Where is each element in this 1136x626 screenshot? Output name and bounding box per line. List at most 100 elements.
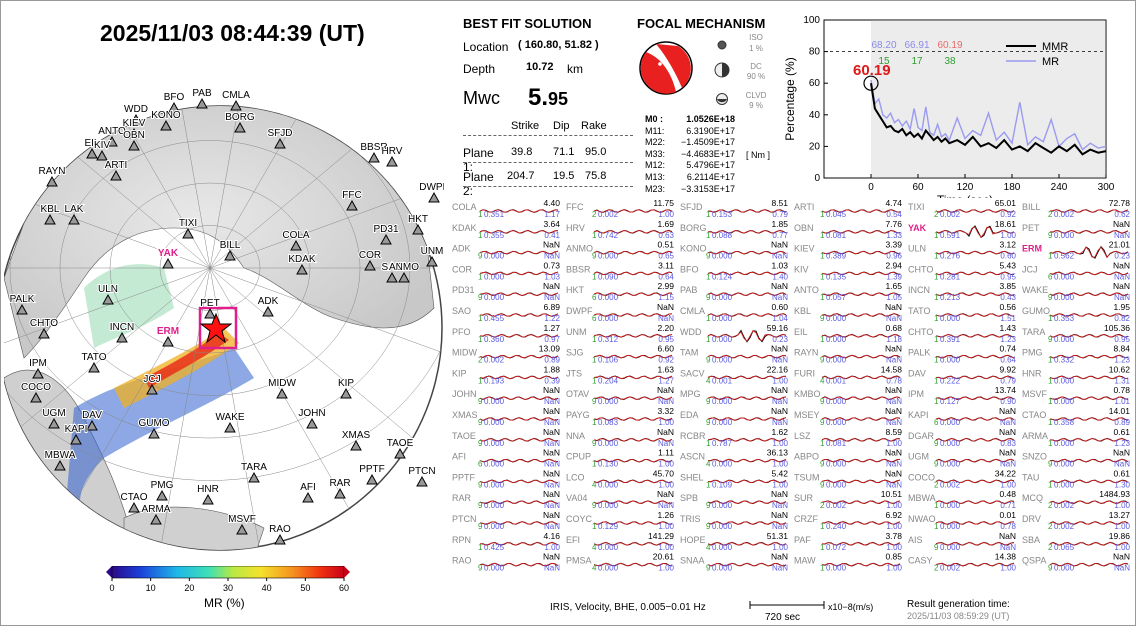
waveform-quality: 1 — [478, 210, 483, 219]
waveform-vr: 0.332 — [1054, 356, 1075, 365]
plane-2-label: Plane 2: — [463, 170, 494, 198]
waveform-quality: 1 — [592, 418, 597, 427]
waveform-station-name: PAB — [680, 285, 697, 295]
synthetic-waveform — [935, 396, 1015, 400]
waveform-ratio: 0.23 — [772, 335, 788, 344]
station-marker: SAO — [380, 261, 404, 283]
synthetic-waveform — [593, 292, 673, 296]
synthetic-waveform — [1049, 417, 1129, 421]
waveform-station-name: HRV — [566, 223, 585, 233]
waveform-amplitude: NaN — [771, 281, 788, 291]
waveform-amplitude: 1.11 — [658, 448, 674, 458]
waveform-ratio: 1.01 — [1114, 397, 1130, 406]
waveform-quality: 1 — [478, 231, 483, 240]
waveform-vr: 0.000 — [484, 418, 505, 427]
waveform-amplitude: 2.99 — [657, 281, 674, 291]
waveform-ratio: 0.83 — [1000, 439, 1016, 448]
waveform-vr: 0.562 — [1054, 252, 1075, 261]
waveform-amplitude: 0.68 — [885, 323, 902, 333]
waveform-cell: CPUP 1.11 1 0.130 1.00 — [566, 448, 675, 469]
best-fit-title: BEST FIT SOLUTION — [463, 16, 592, 31]
waveform-cell: PAF 3.78 1 0.072 1.00 — [794, 531, 903, 552]
waveform-vr: 0.000 — [484, 293, 505, 302]
station-label: PMG — [151, 480, 174, 491]
station-marker: CHTO — [29, 317, 59, 339]
synthetic-waveform — [707, 438, 787, 442]
station-marker: ULN — [97, 283, 119, 305]
waveform-quality: 1 — [820, 335, 825, 344]
waveform-amplitude: NaN — [771, 489, 788, 499]
waveform-cell: SJG 6.60 1 0.106 0.92 — [566, 344, 675, 365]
waveform-ratio: 1.39 — [886, 272, 902, 281]
synthetic-waveform — [479, 542, 559, 546]
waveform-vr: 0.240 — [826, 522, 847, 531]
waveform-station-name: ANMO — [566, 244, 593, 254]
station-marker: KIP — [337, 377, 355, 399]
station-label: TIXI — [179, 218, 197, 229]
station-label: PTCN — [408, 466, 435, 477]
station-marker: PET — [199, 297, 221, 319]
waveform-quality: 1 — [592, 376, 597, 385]
waveform-station-name: CPUP — [566, 452, 591, 462]
waveform-cell: MAW 0.85 1 0.000 1.00 — [794, 552, 903, 573]
moment-value: −3.3153E+17 — [680, 183, 735, 194]
waveform-vr: 0.002 — [598, 210, 619, 219]
waveform-vr: 0.000 — [484, 480, 505, 489]
waveform-cell: CTAO 14.01 1 0.358 0.89 — [1022, 406, 1131, 427]
waveform-amplitude: NaN — [885, 468, 902, 478]
variance-reduction-chart: 0 60 120 180 240 300 0 20 40 60 80 100 Time (sec) Per… — [783, 15, 1115, 198]
waveform-amplitude: 1.65 — [885, 281, 902, 291]
waveform-cell: VA04 NaN 9 0.000 NaN — [566, 489, 674, 510]
station-marker: EIL — [83, 137, 101, 159]
waveform-ratio: 0.41 — [544, 231, 560, 240]
waveform-station-name: IPM — [908, 389, 924, 399]
synthetic-waveform — [1049, 354, 1129, 359]
waveform-amplitude: 6.92 — [885, 510, 902, 520]
waveform-amplitude: 20.61 — [653, 552, 675, 562]
station-label: BFO — [164, 92, 185, 103]
waveform-cell: DWPF NaN 6 0.000 NaN — [566, 302, 674, 323]
waveform-ratio: 0.89 — [1114, 418, 1130, 427]
waveform-cell: ANMO 0.51 9 0.000 0.65 — [566, 240, 675, 261]
waveform-quality: 9 — [934, 439, 939, 448]
waveform-ratio: NaN — [544, 293, 560, 302]
longitude-line — [4, 158, 211, 269]
waveform-quality: 1 — [820, 439, 825, 448]
waveform-cell: RAYN NaN 9 0.000 NaN — [794, 344, 902, 365]
waveform-quality: 1 — [820, 252, 825, 261]
waveform-quality: 6 — [592, 314, 597, 323]
station-triangle-icon — [416, 475, 428, 487]
waveform-vr: 0.000 — [826, 397, 847, 406]
station-label: RAYN — [38, 166, 65, 177]
waveform-vr: 0.222 — [940, 376, 961, 385]
waveform-cell: CMLA 0.60 1 0.000 1.04 — [680, 302, 789, 323]
waveform-vr: 0.135 — [826, 272, 847, 281]
station-triangle-icon — [38, 327, 50, 339]
top-vr-count: 17 — [911, 56, 923, 67]
station-label: HNR — [197, 484, 219, 495]
waveform-station-name: UNM — [566, 327, 587, 337]
station-marker: BBSR — [359, 141, 389, 163]
waveform-station-name: MCQ — [1022, 493, 1043, 503]
waveform-station-name: EIL — [794, 327, 808, 337]
station-label: PD31 — [373, 224, 398, 235]
waveform-vr: 0.000 — [484, 564, 505, 573]
waveform-cell: TAM NaN 9 0.000 NaN — [680, 344, 788, 365]
waveform-station-name: JOHN — [452, 389, 477, 399]
y-tick-label: 0 — [814, 173, 820, 184]
waveform-quality: 1 — [478, 335, 483, 344]
waveform-station-name: ANTO — [794, 285, 819, 295]
waveform-station-name: DAV — [908, 368, 926, 378]
depth-unit: km — [567, 62, 583, 76]
station-triangle-icon — [86, 147, 98, 159]
moment-key: M13: — [645, 171, 666, 182]
colorbar-tick-label: 40 — [262, 583, 272, 593]
station-marker: ARMA — [141, 503, 172, 525]
colorbar: 0 10 20 30 40 50 60 — [106, 566, 350, 593]
waveform-cell: KAPI NaN 6 0.000 NaN — [908, 406, 1016, 427]
waveform-station-name: ARMA — [1022, 431, 1048, 441]
waveform-quality: 1 — [1048, 439, 1053, 448]
waveform-cell: TRIS NaN 9 0.000 NaN — [680, 510, 788, 531]
waveform-station-name: SACV — [680, 368, 705, 378]
top-vr-value: 66.91 — [904, 40, 929, 51]
